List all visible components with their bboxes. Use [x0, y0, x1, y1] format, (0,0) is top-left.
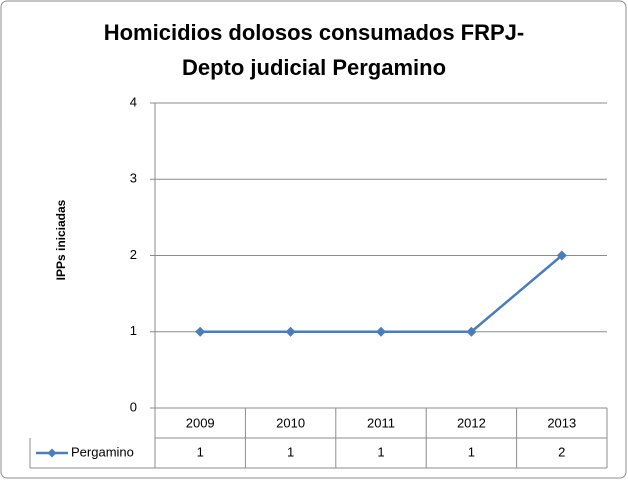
x-tick-label: 2013 [547, 415, 576, 430]
chart-title: Homicidios dolosos consumados FRPJ- [104, 20, 525, 45]
y-tick-label: 1 [130, 323, 137, 338]
x-tick-label: 2011 [367, 415, 395, 430]
legend-marker [47, 448, 57, 458]
y-tick-label: 2 [130, 247, 137, 262]
chart-title: Depto judicial Pergamino [182, 55, 446, 80]
y-tick-label: 3 [130, 171, 137, 186]
legend-label: Pergamino [71, 444, 134, 459]
data-point [556, 250, 567, 261]
table-value: 1 [197, 444, 204, 459]
data-point [195, 326, 206, 337]
table-value: 1 [287, 444, 294, 459]
y-tick-label: 0 [130, 399, 137, 414]
data-point [376, 326, 386, 337]
y-axis-label: IPPs iniciadas [54, 199, 68, 280]
table-value: 1 [377, 444, 384, 459]
data-point [285, 326, 296, 337]
x-tick-label: 2009 [186, 415, 215, 430]
data-point [466, 326, 477, 337]
x-tick-label: 2012 [457, 415, 486, 430]
x-tick-label: 2010 [276, 415, 305, 430]
y-tick-label: 4 [130, 94, 137, 109]
table-value: 2 [558, 444, 565, 459]
table-value: 1 [468, 444, 475, 459]
